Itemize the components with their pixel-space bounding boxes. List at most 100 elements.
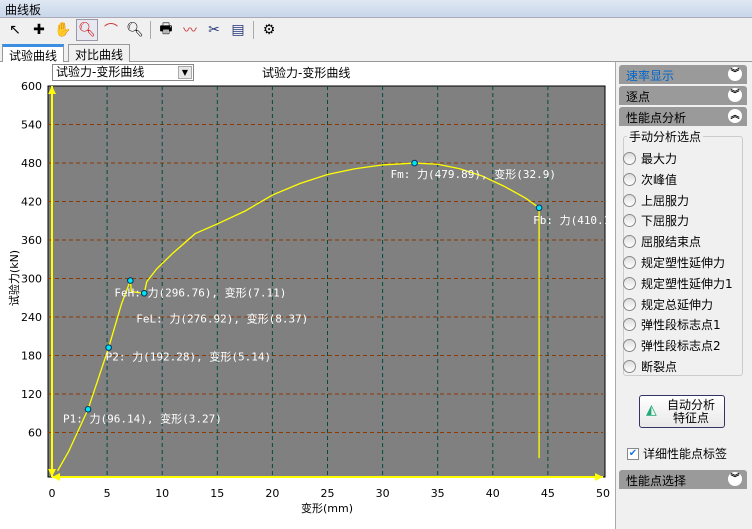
radio-option[interactable]: 弹性段标志点1 <box>623 316 721 333</box>
zoom-rect-icon[interactable]: 🔍︎ <box>76 19 98 41</box>
chevron-up-icon[interactable]: ︽ <box>728 109 742 123</box>
x-tick-label: 30 <box>376 487 390 500</box>
force-deformation-curve <box>56 162 540 472</box>
x-tick-label: 5 <box>104 487 111 500</box>
curve-type-select[interactable]: 试验力-变形曲线 ▼ <box>52 64 194 81</box>
y-tick-label: 360 <box>21 234 42 247</box>
radio-option[interactable]: 规定总延伸力 <box>623 296 713 313</box>
radio-option[interactable]: 规定塑性延伸力 <box>623 254 725 271</box>
radio-button[interactable] <box>623 339 636 353</box>
section-point-select[interactable]: 性能点选择 ︾ <box>619 470 747 489</box>
section-analysis[interactable]: 性能点分析 ︽ <box>619 107 747 126</box>
radio-button[interactable] <box>623 276 636 290</box>
y-axis-label: 试验力(kN) <box>7 250 21 306</box>
chevron-down-icon[interactable]: ︾ <box>728 472 742 486</box>
chevron-down-icon[interactable]: ▼ <box>178 66 192 79</box>
radio-button[interactable] <box>623 152 636 165</box>
chart[interactable]: 60 120 180 240 300 360 420 480 540 600 0 5 10 15 20 25 3… <box>0 0 616 529</box>
chart-title: 试验力-变形曲线 <box>262 66 351 80</box>
settings-icon[interactable]: ⚙ <box>262 22 276 38</box>
arrow-up-icon <box>48 86 56 94</box>
radio-label: 规定塑性延伸力 <box>641 256 726 270</box>
radio-button[interactable] <box>623 214 636 228</box>
pointer-icon[interactable]: ↖ <box>9 22 21 38</box>
x-tick-label: 15 <box>210 487 224 500</box>
feature-point <box>84 406 92 413</box>
chart-icon[interactable]: 〰 <box>183 23 197 39</box>
plot-area <box>47 85 606 478</box>
radio-button[interactable] <box>623 318 636 332</box>
arrow-left-icon <box>52 473 60 481</box>
side-panel: 速率显示 ︾ 逐点 ︾ 性能点分析 ︽ 手动分析选点 最大力次峰值上屈服力下屈服力屈服… <box>617 62 752 529</box>
y-tick-label: 420 <box>21 196 42 209</box>
radio-button[interactable] <box>623 235 636 249</box>
y-tick-label: 300 <box>21 273 42 286</box>
radio-option[interactable]: 断裂点 <box>623 358 677 375</box>
section-point-by-point[interactable]: 逐点 ︾ <box>619 86 747 105</box>
window-icon[interactable]: ▤ <box>231 22 245 38</box>
auto-analyze-button[interactable]: ◭ 自动分析 特征点 <box>639 395 725 428</box>
radio-option[interactable]: 最大力 <box>623 150 677 167</box>
radio-button[interactable] <box>623 172 636 186</box>
checkbox-label: 详细性能点标签 <box>643 447 728 461</box>
radio-button[interactable] <box>623 193 636 207</box>
section-rate-display[interactable]: 速率显示 ︾ <box>619 65 747 84</box>
radio-option[interactable]: 屈服结束点 <box>623 233 701 250</box>
chevron-down-icon[interactable]: ︾ <box>728 67 742 81</box>
radio-option[interactable]: 下屈服力 <box>623 212 689 229</box>
chevron-down-icon[interactable]: ︾ <box>728 88 742 102</box>
crosshair-icon[interactable]: ✚ <box>33 22 45 38</box>
detail-label-checkbox[interactable]: ✔ 详细性能点标签 <box>627 445 727 462</box>
tab-compare-curve[interactable]: 对比曲线 <box>68 44 131 62</box>
x-tick-label: 50 <box>596 487 610 500</box>
section-label: 性能点分析 <box>626 111 687 125</box>
arrow-right-icon <box>595 473 603 481</box>
radio-label: 下屈服力 <box>641 214 690 229</box>
radio-label: 弹性段标志点1 <box>641 318 721 333</box>
group-label: 手动分析选点 <box>627 128 704 145</box>
ruler-triangle-icon: ◭ <box>646 402 657 418</box>
radio-label: 屈服结束点 <box>641 235 702 250</box>
toolbar: ↖ ✚ ✋ 🔍︎ ⌒ 🔍︎ 🖶 〰 ✂ ▤ ⚙ <box>0 18 752 42</box>
x-tick-label: 45 <box>541 487 555 500</box>
x-axis-label: 变形(mm) <box>301 501 353 515</box>
radio-label: 次峰值 <box>641 172 678 187</box>
arrow-down-icon <box>48 469 56 477</box>
radio-button[interactable] <box>623 297 636 311</box>
hand-icon[interactable]: ✋ <box>54 22 72 38</box>
print-icon[interactable]: 🖶 <box>159 21 173 37</box>
radio-button[interactable] <box>623 360 636 373</box>
fit-curve-icon[interactable]: ⌒ <box>104 23 118 39</box>
point-label: P2: 力(192.28), 变形(5.14) <box>106 350 271 364</box>
radio-option[interactable]: 规定塑性延伸力1 <box>623 275 733 292</box>
radio-option[interactable]: 弹性段标志点2 <box>623 337 721 354</box>
section-label: 性能点选择 <box>626 474 687 488</box>
radio-label: 最大力 <box>641 152 678 166</box>
tab-bar: 试验曲线 对比曲线 <box>0 42 752 63</box>
feature-point <box>411 159 418 167</box>
y-tick-label: 240 <box>21 311 42 324</box>
radio-option[interactable]: 次峰值 <box>623 171 677 188</box>
export-icon[interactable]: ✂ <box>208 22 220 38</box>
tab-test-curve[interactable]: 试验曲线 <box>2 44 65 63</box>
button-line1: 自动分析 <box>666 398 715 412</box>
zoom-out-icon[interactable]: 🔍︎ <box>126 22 144 38</box>
radio-label: 断裂点 <box>641 360 678 374</box>
feature-point <box>535 204 543 212</box>
y-tick-label: 540 <box>21 119 42 132</box>
radio-label: 规定塑性延伸力1 <box>641 276 733 291</box>
radio-label: 规定总延伸力 <box>641 297 714 312</box>
y-tick-label: 180 <box>21 350 42 363</box>
button-line2: 特征点 <box>672 411 709 425</box>
curve-type-value: 试验力-变形曲线 <box>56 65 145 79</box>
section-label: 速率显示 <box>626 69 675 83</box>
checkbox[interactable]: ✔ <box>627 447 639 460</box>
point-label: Fm: 力(479.89), 变形(32.9) <box>391 167 556 181</box>
radio-button[interactable] <box>623 256 636 269</box>
x-tick-label: 10 <box>155 487 169 500</box>
x-tick-label: 25 <box>321 487 335 500</box>
x-tick-label: 40 <box>486 487 500 500</box>
radio-label: 上屈服力 <box>641 193 690 208</box>
radio-option[interactable]: 上屈服力 <box>623 192 689 209</box>
x-tick-label: 35 <box>431 487 445 500</box>
